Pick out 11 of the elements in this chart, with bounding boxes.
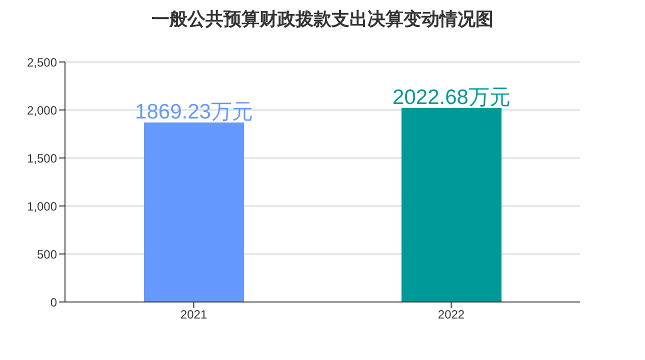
x-tick-label: 2022 xyxy=(438,308,465,322)
x-tick-label: 2021 xyxy=(180,308,208,322)
data-label: 1869.23万元 xyxy=(135,100,253,124)
y-tick-label: 2,000 xyxy=(26,103,58,118)
y-tick-label: 0 xyxy=(50,295,58,310)
y-tick-label: 1,000 xyxy=(26,199,58,214)
y-tick-label: 500 xyxy=(36,247,58,262)
chart-title: 一般公共预算财政拨款支出决算变动情况图 xyxy=(150,8,494,31)
data-label: 2022.68万元 xyxy=(392,86,510,109)
y-tick-label: 2,500 xyxy=(26,55,58,70)
y-tick-label: 1,500 xyxy=(26,151,58,166)
